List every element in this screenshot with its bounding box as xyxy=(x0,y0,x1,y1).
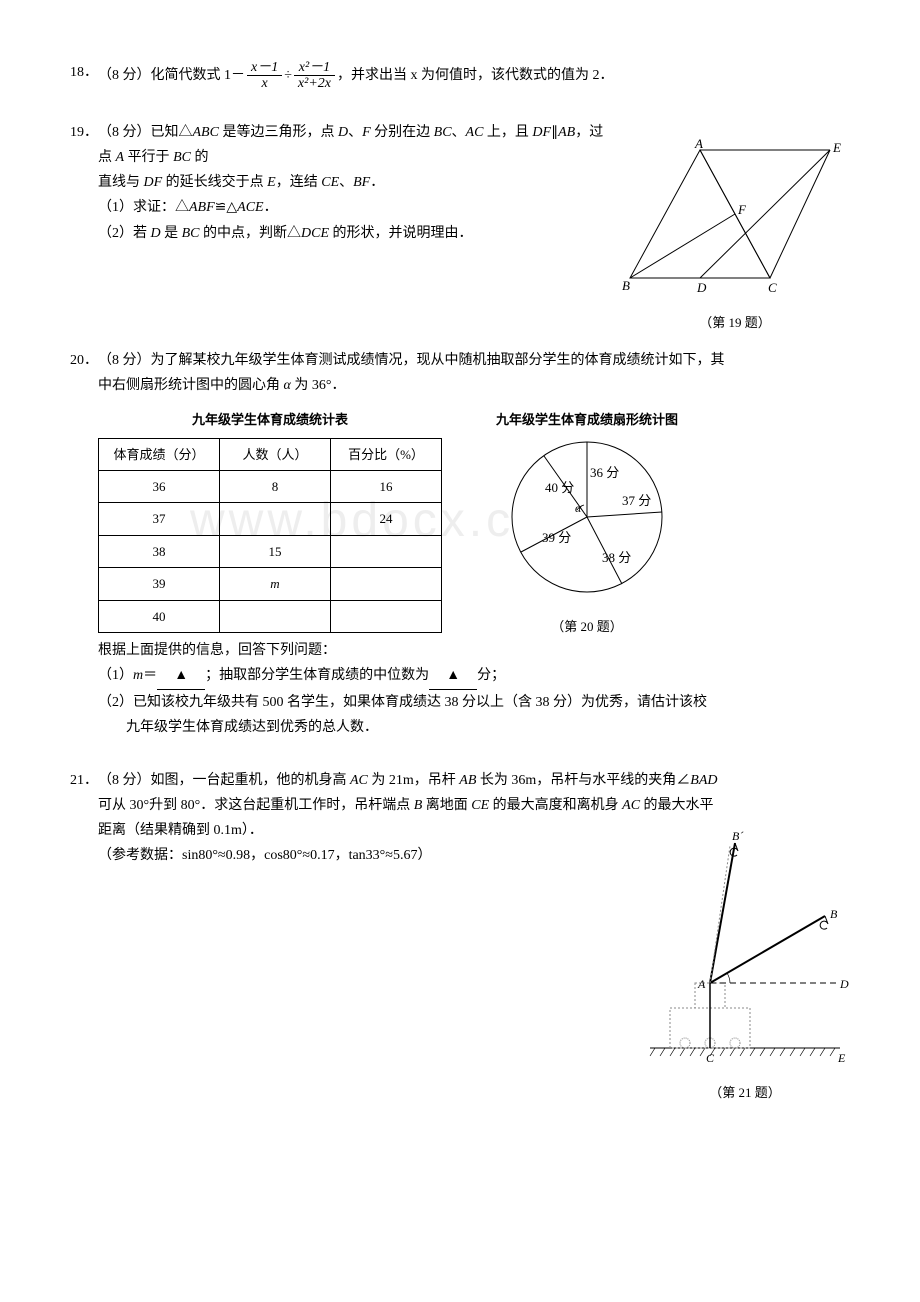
svg-text:A: A xyxy=(697,977,706,991)
table-row: 36816 xyxy=(99,470,442,502)
question-21: A B B´ C E D （第 21 题） 21． （8 分）如图，一台起重机，… xyxy=(70,768,850,1068)
q20-sub1: （1）m＝▲；抽取部分学生体育成绩的中位数为▲分； xyxy=(70,663,850,689)
q19-figure: A E B D C F （第 19 题） xyxy=(620,138,850,335)
svg-text:B: B xyxy=(622,278,630,293)
q20-sub2: （2）已知该校九年级共有 500 名学生，如果体育成绩达 38 分以上（含 38… xyxy=(70,690,850,715)
q20-chart-block: 九年级学生体育成绩扇形统计图 36 分 37 分 38 分 39 分 40 分 … xyxy=(482,408,692,638)
svg-text:B: B xyxy=(830,907,838,921)
q21-figure: A B B´ C E D （第 21 题） xyxy=(640,828,850,1105)
svg-text:A: A xyxy=(694,138,703,151)
q20-table-block: 九年级学生体育成绩统计表 体育成绩（分） 人数（人） 百分比（%） 36816 … xyxy=(98,408,442,633)
svg-text:38 分: 38 分 xyxy=(602,550,631,565)
q21-diagram: A B B´ C E D xyxy=(640,828,850,1068)
table-row: 40 xyxy=(99,600,442,632)
svg-text:36 分: 36 分 xyxy=(590,465,619,480)
question-19: A E B D C F （第 19 题） 19． （8 分）已知△ABC 是等边… xyxy=(70,120,850,320)
q18-text-before: 化简代数式 1－ xyxy=(151,68,246,83)
th-count: 人数（人） xyxy=(220,438,331,470)
q21-points: （8 分） xyxy=(98,773,151,788)
blank-2: ▲ xyxy=(429,663,477,689)
q20-table-title: 九年级学生体育成绩统计表 xyxy=(98,408,442,431)
svg-text:39 分: 39 分 xyxy=(542,530,571,545)
q18-div: ÷ xyxy=(284,68,292,83)
q18-number: 18． xyxy=(70,60,98,92)
table-row: 39m xyxy=(99,568,442,600)
table-row: 3724 xyxy=(99,503,442,535)
question-18: 18． （8 分）化简代数式 1－x－1x÷x²－1x²+2x，并求出当 x 为… xyxy=(70,60,850,92)
q20-number: 20． xyxy=(70,348,98,373)
q20-caption: （第 20 题） xyxy=(482,615,692,638)
q19-points: （8 分） xyxy=(98,125,151,140)
q20-footer: 根据上面提供的信息，回答下列问题： xyxy=(70,638,850,663)
table-row: 3815 xyxy=(99,535,442,567)
svg-text:E: E xyxy=(837,1051,846,1065)
q19-number: 19． xyxy=(70,120,98,170)
svg-text:D: D xyxy=(696,280,707,295)
q20-points: （8 分） xyxy=(98,353,151,368)
svg-text:37 分: 37 分 xyxy=(622,493,651,508)
svg-text:D: D xyxy=(839,977,849,991)
svg-text:C: C xyxy=(706,1051,715,1065)
q18-frac1: x－1x xyxy=(247,60,282,92)
question-20: 20． （8 分）为了解某校九年级学生体育测试成绩情况，现从中随机抽取部分学生的… xyxy=(70,348,850,740)
q21-caption: （第 21 题） xyxy=(640,1081,850,1104)
svg-text:B´: B´ xyxy=(732,829,744,843)
q20-pie-chart: 36 分 37 分 38 分 39 分 40 分 α xyxy=(482,432,692,602)
q21-number: 21． xyxy=(70,768,98,793)
svg-text:C: C xyxy=(768,280,777,295)
svg-text:40 分: 40 分 xyxy=(545,480,574,495)
q18-text-after: ，并求出当 x 为何值时，该代数式的值为 2． xyxy=(337,68,614,83)
svg-text:F: F xyxy=(737,202,747,217)
q19-diagram: A E B D C F xyxy=(620,138,850,298)
q20-table: 体育成绩（分） 人数（人） 百分比（%） 36816 3724 3815 39m… xyxy=(98,438,442,633)
q18-frac2: x²－1x²+2x xyxy=(294,60,335,92)
blank-1: ▲ xyxy=(157,663,205,689)
q20-chart-title: 九年级学生体育成绩扇形统计图 xyxy=(482,408,692,431)
svg-text:E: E xyxy=(832,140,841,155)
table-header-row: 体育成绩（分） 人数（人） 百分比（%） xyxy=(99,438,442,470)
q18-points: （8 分） xyxy=(98,68,151,83)
th-pct: 百分比（%） xyxy=(331,438,442,470)
th-score: 体育成绩（分） xyxy=(99,438,220,470)
q19-caption: （第 19 题） xyxy=(620,311,850,334)
